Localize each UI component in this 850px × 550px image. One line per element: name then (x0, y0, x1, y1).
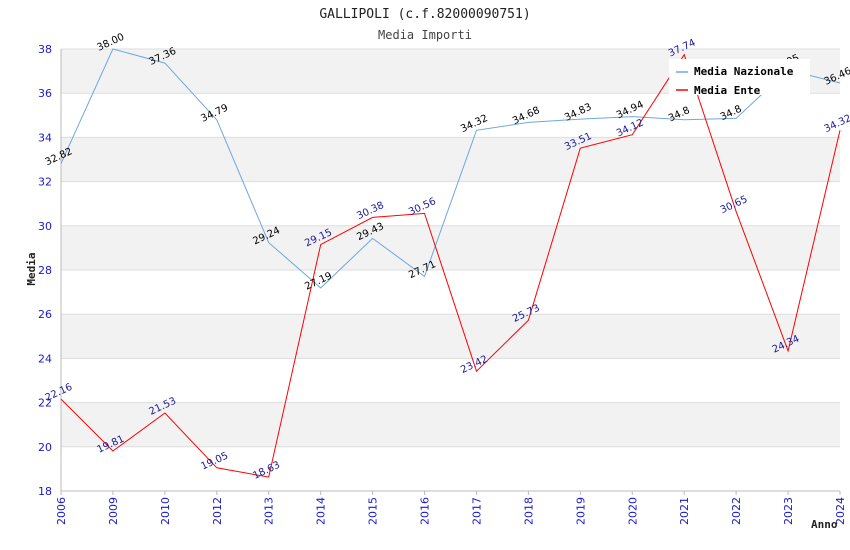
data-label: 34.32 (823, 113, 850, 135)
y-tick-label: 38 (38, 43, 52, 56)
x-tick-label: 2019 (574, 497, 587, 525)
legend-label-ente: Media Ente (694, 84, 761, 97)
legend-label-nazionale: Media Nazionale (694, 65, 794, 78)
x-tick-label: 2017 (470, 497, 483, 525)
y-tick-label: 34 (38, 131, 52, 144)
data-label: 34.83 (563, 102, 594, 124)
y-tick-label: 26 (38, 308, 52, 321)
y-tick-label: 18 (38, 485, 52, 498)
series-lines (60, 48, 841, 478)
chart-subtitle: Media Importi (378, 28, 472, 42)
data-label: 34.32 (459, 113, 490, 135)
band (61, 137, 840, 182)
y-axis-title: Media (25, 252, 38, 285)
y-tick-label: 28 (38, 264, 52, 277)
data-label: 30.56 (407, 196, 438, 218)
x-tick-label: 2016 (419, 497, 432, 525)
data-label: 30.65 (719, 194, 750, 216)
data-label: 34.8 (667, 105, 692, 124)
x-tick-label: 2020 (626, 497, 639, 525)
data-label: 22.16 (44, 382, 75, 404)
x-tick-labels: 2006 2009 2010 2012 2013 2014 2015 2016 2017 2018… (55, 497, 847, 525)
band (61, 225, 840, 270)
x-tick-label: 2023 (782, 497, 795, 525)
x-tick-label: 2013 (263, 497, 276, 525)
band (61, 402, 840, 447)
background-bands (61, 49, 840, 447)
x-tick-label: 2009 (107, 497, 120, 525)
x-tick-label: 2012 (211, 497, 224, 525)
y-tick-label: 22 (38, 397, 52, 410)
axes (60, 49, 841, 495)
data-label: 18.63 (251, 460, 282, 482)
x-tick-label: 2014 (315, 497, 328, 525)
chart-title: GALLIPOLI (c.f.82000090751) (319, 7, 530, 22)
y-tick-label: 32 (38, 176, 52, 189)
y-tick-label: 30 (38, 220, 52, 233)
series-line-0 (60, 48, 841, 289)
data-label: 27.19 (303, 271, 334, 293)
data-label: 34.68 (511, 105, 542, 127)
band (61, 314, 840, 359)
x-tick-label: 2022 (730, 497, 743, 525)
series-line-1 (60, 53, 841, 478)
x-axis-title: Anno (811, 518, 838, 531)
legend-box (669, 59, 810, 95)
x-tick-label: 2010 (159, 497, 172, 525)
y-tick-label: 36 (38, 87, 52, 100)
y-tick-label: 20 (38, 441, 52, 454)
x-tick-label: 2024 (834, 497, 847, 525)
y-tick-label: 24 (38, 352, 52, 365)
x-tick-label: 2006 (55, 497, 68, 525)
x-tick-label: 2015 (367, 497, 380, 525)
legend: Media Nazionale Media Ente (669, 59, 810, 97)
x-tick-label: 2018 (522, 497, 535, 525)
y-tick-labels: 18 20 22 24 26 28 30 32 34 36 38 (38, 43, 52, 498)
data-label: 34.8 (719, 104, 744, 123)
x-tick-label: 2021 (678, 497, 691, 525)
